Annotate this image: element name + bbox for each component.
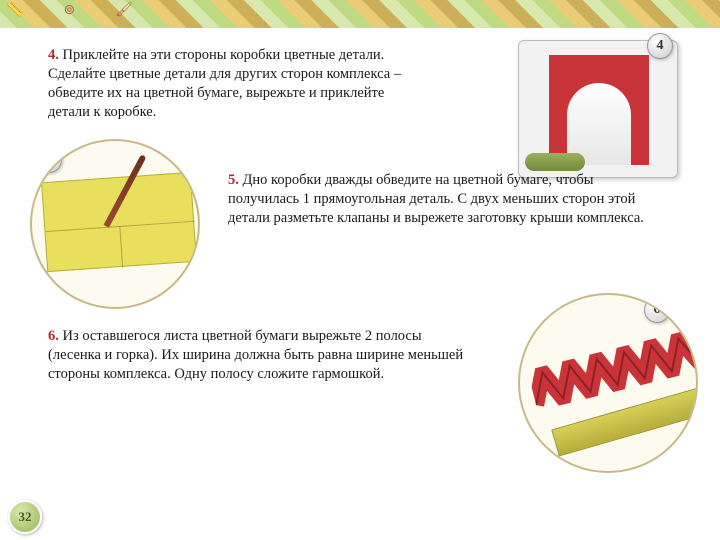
compass-icon: ⊚ [63,2,75,19]
page-content: 4. Приклейте на эти стороны коробки цвет… [0,28,720,540]
step-6-body: Из оставшегося листа цветной бумаги выре… [48,328,463,382]
page-number-badge: 32 [8,500,42,534]
step-6-section: 6. Из оставшегося листа цветной бумаги в… [48,299,672,469]
step-5-body: Дно коробки дважды обведите на цветной б… [228,172,644,226]
step-5-section: 5 5. Дно коробки дважды обведите на цвет… [48,141,672,281]
border-tool-icons: 📏 ⊚ 🖌 [6,2,133,19]
top-decorative-border: 📏 ⊚ 🖌 [0,0,720,28]
step-5-photo: 5 [30,139,200,309]
step-5-number: 5. [228,172,239,188]
step-4-text: 4. Приклейте на эти стороны коробки цвет… [48,46,418,123]
step-4-number: 4. [48,47,59,63]
step-6-number: 6. [48,328,59,344]
step-6-text: 6. Из оставшегося листа цветной бумаги в… [48,299,478,384]
step-6-photo: 6 [518,293,698,473]
photo-5-badge: 5 [36,147,62,173]
brush-icon: 🖌 [115,2,133,19]
yellow-paper-illustration [41,171,197,271]
photo-6-badge: 6 [644,297,670,323]
photo-4-badge: 4 [647,33,673,59]
ruler-icon: 📏 [6,2,23,19]
step-4-section: 4. Приклейте на эти стороны коробки цвет… [48,46,672,123]
step-5-text: 5. Дно коробки дважды обведите на цветно… [228,141,658,228]
step-4-body: Приклейте на эти стороны коробки цветные… [48,47,401,120]
